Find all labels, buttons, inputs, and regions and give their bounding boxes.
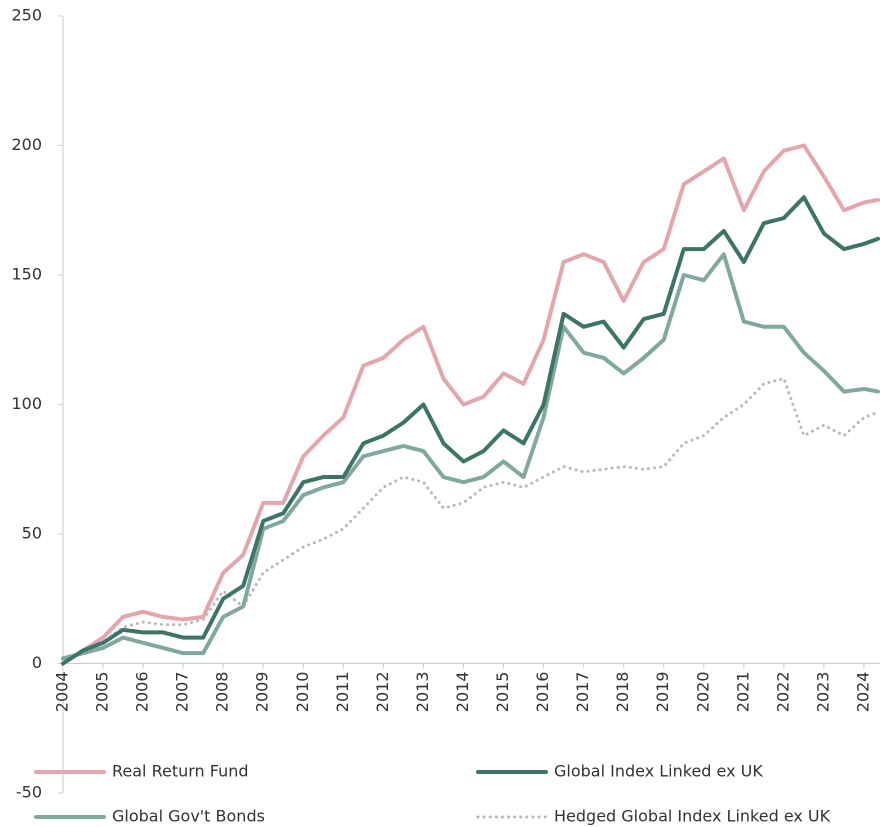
- x-tick-label: 2023: [813, 672, 832, 713]
- x-tick-label: 2009: [253, 672, 272, 713]
- x-tick-label: 2024: [853, 672, 872, 713]
- legend-label: Real Return Fund: [112, 762, 249, 781]
- series-line: [61, 252, 880, 661]
- x-tick-label: 2006: [133, 672, 152, 713]
- x-tick-label: 2012: [373, 672, 392, 713]
- x-tick-label: 2008: [213, 672, 232, 713]
- y-tick-label: 100: [11, 394, 42, 413]
- y-tick-label: -50: [16, 783, 42, 802]
- x-tick-label: 2022: [773, 672, 792, 713]
- x-tick-label: 2013: [413, 672, 432, 713]
- x-tick-label: 2015: [493, 672, 512, 713]
- x-tick-label: 2017: [573, 672, 592, 713]
- x-tick-label: 2014: [453, 672, 472, 713]
- x-tick-label: 2019: [653, 672, 672, 713]
- x-tick-label: 2020: [693, 672, 712, 713]
- series-line: [61, 377, 880, 665]
- y-tick-label: 250: [11, 6, 42, 25]
- x-tick-label: 2018: [613, 672, 632, 713]
- x-tick-label: 2010: [293, 672, 312, 713]
- y-tick-label: 0: [32, 653, 42, 672]
- x-tick-label: 2011: [333, 672, 352, 713]
- legend-label: Hedged Global Index Linked ex UK: [554, 807, 831, 826]
- legend-label: Global Index Linked ex UK: [554, 762, 763, 781]
- x-tick-label: 2016: [533, 672, 552, 713]
- series-line: [61, 143, 880, 666]
- x-tick-label: 2005: [93, 672, 112, 713]
- x-tick-label: 2004: [53, 672, 72, 713]
- y-tick-label: 150: [11, 265, 42, 284]
- y-tick-label: 50: [22, 524, 42, 543]
- series-line: [61, 195, 880, 666]
- x-tick-label: 2021: [733, 672, 752, 713]
- legend-label: Global Gov't Bonds: [112, 807, 265, 826]
- y-tick-label: 200: [11, 135, 42, 154]
- x-tick-label: 2007: [173, 672, 192, 713]
